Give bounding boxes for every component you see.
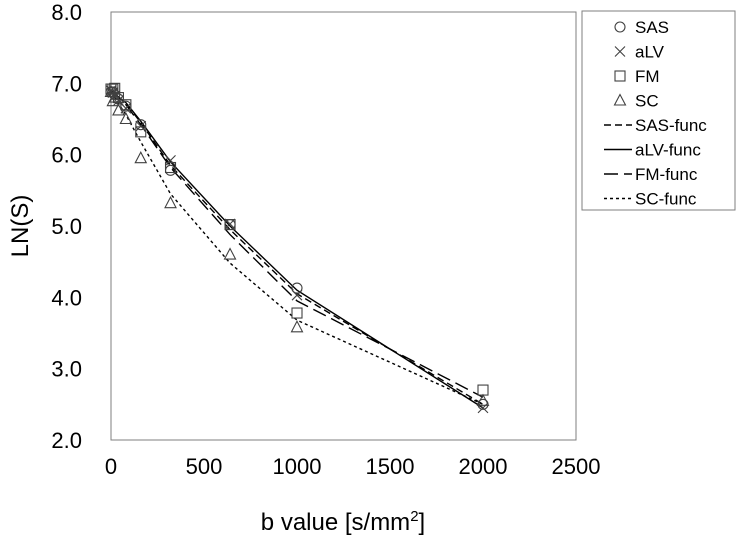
legend-label-sc: SC: [635, 92, 659, 111]
legend-label-fm-func: FM-func: [635, 165, 698, 184]
x-tick-label: 1500: [366, 454, 415, 479]
fm-point: [291, 307, 303, 319]
legend-label-alv: aLV: [635, 43, 665, 62]
sas-func-line: [110, 89, 484, 405]
alv-point: [135, 120, 147, 132]
legend-marker-alv: [614, 46, 626, 57]
sc-point: [223, 247, 237, 260]
legend-item-sc: SC: [613, 92, 659, 111]
x-tick-label: 2000: [459, 454, 508, 479]
x-tick-label: 2500: [552, 454, 601, 479]
sc-point: [164, 195, 177, 209]
y-tick-label: 4.0: [51, 285, 82, 310]
x-axis-title-main: b value [s/mm: [261, 509, 410, 536]
sc-point: [108, 90, 122, 103]
alv-point: [291, 289, 303, 301]
series-points: [104, 82, 490, 414]
legend-item-fm-func: FM-func: [604, 165, 698, 184]
legend-marker-fm: [614, 70, 626, 82]
y-axis-title: LN(S): [7, 195, 34, 258]
fm-func-line: [110, 89, 484, 398]
fm-point: [477, 384, 489, 396]
fm-point: [164, 161, 177, 174]
x-axis-title-sup: 2: [410, 508, 418, 525]
x-tick-label: 500: [186, 454, 223, 479]
sas-point: [291, 282, 303, 294]
sc-point: [476, 393, 490, 406]
y-tick-label: 8.0: [51, 0, 82, 25]
y-tick-label: 2.0: [51, 428, 82, 453]
sc-func-line: [110, 91, 484, 405]
legend-label-sas-func: SAS-func: [635, 116, 707, 135]
x-axis-ticks: 0 500 1000 1500 2000 2500: [105, 454, 601, 479]
fm-point: [120, 99, 132, 111]
legend-label-sas: SAS: [635, 18, 669, 37]
sc-point: [134, 151, 148, 164]
legend-item-sas: SAS: [614, 18, 669, 37]
legend-item-sas-func: SAS-func: [604, 116, 707, 135]
sc-point: [290, 320, 304, 333]
series-lines: [110, 89, 484, 409]
sc-point: [112, 103, 125, 116]
legend-label-sc-func: SC-func: [635, 190, 697, 209]
y-tick-label: 5.0: [51, 214, 82, 239]
y-tick-label: 7.0: [51, 71, 82, 96]
sas-point: [135, 119, 147, 131]
y-tick-label: 3.0: [51, 357, 82, 382]
legend-marker-sc: [613, 93, 627, 106]
x-axis-title: b value [s/mm2]: [261, 508, 425, 536]
legend-item-alv: aLV: [614, 43, 665, 62]
legend-marker-sas: [614, 21, 626, 33]
x-axis-title-end: ]: [419, 509, 426, 536]
legend-item-alv-func: aLV-func: [604, 141, 701, 160]
x-tick-label: 0: [105, 454, 117, 479]
fm-point: [224, 219, 236, 231]
sc-point: [104, 84, 118, 97]
y-axis-ticks: 2.0 3.0 4.0 5.0 6.0 7.0 8.0: [51, 0, 82, 453]
y-tick-label: 6.0: [51, 143, 82, 168]
legend-item-fm: FM: [614, 67, 660, 86]
legend-item-sc-func: SC-func: [604, 190, 697, 209]
alv-point: [165, 154, 176, 166]
x-tick-label: 1000: [273, 454, 322, 479]
plot-area: [110, 11, 577, 441]
legend-box: [581, 10, 736, 211]
sc-point: [119, 111, 133, 125]
sas-point: [164, 164, 177, 176]
fm-point: [135, 126, 147, 138]
legend: SAS aLV FM SC SAS-func aLV-func FM-func SC-func: [604, 18, 707, 209]
legend-label-alv-func: aLV-func: [635, 141, 701, 160]
alv-func-line: [110, 89, 484, 409]
alv-point: [224, 218, 236, 230]
legend-label-fm: FM: [635, 67, 660, 86]
alv-point: [477, 402, 489, 414]
